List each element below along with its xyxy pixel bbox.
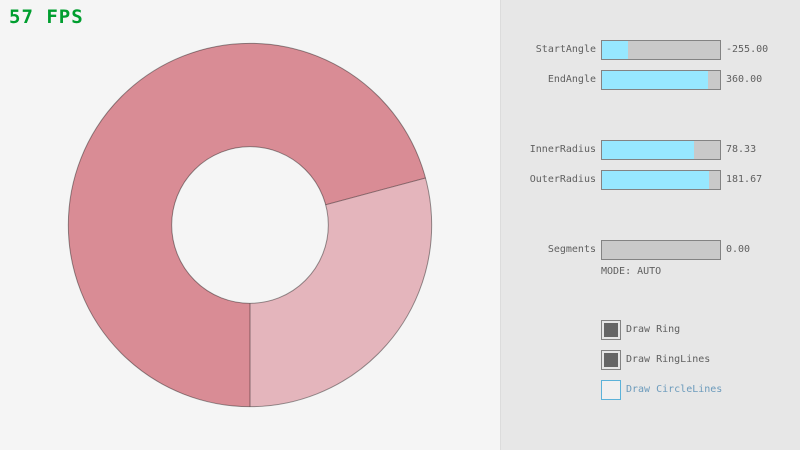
fps-counter: 57 FPS bbox=[9, 6, 84, 28]
slider-fill bbox=[602, 171, 710, 189]
start-angle-slider[interactable] bbox=[601, 40, 721, 60]
end-angle-value: 360.00 bbox=[726, 74, 763, 85]
draw-ring-label: Draw Ring bbox=[626, 324, 681, 335]
outer-radius-slider[interactable] bbox=[601, 170, 721, 190]
end-angle-slider[interactable] bbox=[601, 70, 721, 90]
inner-radius-value: 78.33 bbox=[726, 144, 757, 155]
checkbox-row-draw-ringlines: Draw RingLines bbox=[601, 350, 800, 370]
outer-radius-value: 181.67 bbox=[726, 174, 763, 185]
ring-lines bbox=[67, 42, 433, 408]
slider-row-outer-radius: OuterRadius 181.67 bbox=[501, 170, 800, 190]
start-angle-value: -255.00 bbox=[726, 44, 769, 55]
inner-radius-slider[interactable] bbox=[601, 140, 721, 160]
slider-fill bbox=[602, 141, 695, 159]
checkbox-check-mark bbox=[604, 353, 618, 367]
draw-ring-checkbox[interactable] bbox=[601, 320, 621, 340]
segments-mode-text: MODE: AUTO bbox=[601, 266, 662, 277]
inner-radius-label: InnerRadius bbox=[529, 144, 596, 155]
slider-row-segments: Segments 0.00 bbox=[501, 240, 800, 260]
ring-sector bbox=[68, 43, 426, 407]
controls-panel: StartAngle -255.00 EndAngle 360.00 Inner… bbox=[500, 0, 800, 450]
ring-chart bbox=[67, 42, 433, 408]
outer-radius-label: OuterRadius bbox=[529, 174, 596, 185]
draw-circlelines-checkbox[interactable] bbox=[601, 380, 621, 400]
segments-value: 0.00 bbox=[726, 244, 751, 255]
start-angle-label: StartAngle bbox=[535, 44, 596, 55]
checkbox-row-draw-ring: Draw Ring bbox=[601, 320, 800, 340]
draw-ringlines-checkbox[interactable] bbox=[601, 350, 621, 370]
segments-label: Segments bbox=[547, 244, 596, 255]
segments-slider[interactable] bbox=[601, 240, 721, 260]
checkbox-row-draw-circlelines: Draw CircleLines bbox=[601, 380, 800, 400]
slider-row-start-angle: StartAngle -255.00 bbox=[501, 40, 800, 60]
draw-ringlines-label: Draw RingLines bbox=[626, 354, 711, 365]
draw-circlelines-label: Draw CircleLines bbox=[626, 384, 723, 395]
slider-row-end-angle: EndAngle 360.00 bbox=[501, 70, 800, 90]
slider-fill bbox=[602, 41, 628, 59]
checkbox-check-mark bbox=[604, 323, 618, 337]
slider-row-inner-radius: InnerRadius 78.33 bbox=[501, 140, 800, 160]
end-angle-label: EndAngle bbox=[547, 74, 596, 85]
slider-fill bbox=[602, 71, 709, 89]
ring-sector bbox=[250, 177, 432, 407]
